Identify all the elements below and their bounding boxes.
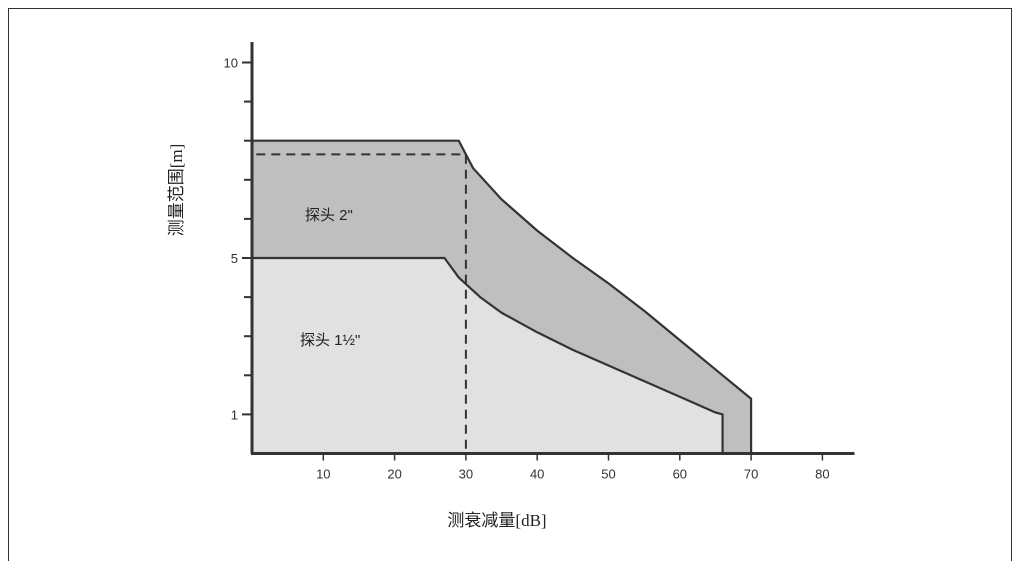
x-tick-label-60: 60 <box>673 467 687 482</box>
y-axis-title: 测量范围[m] <box>167 144 186 237</box>
x-tick-label-80: 80 <box>815 467 829 482</box>
x-tick-label-70: 70 <box>744 467 758 482</box>
y-tick-label-1: 1 <box>231 407 238 422</box>
series-label-2in: 探头 2" <box>305 207 353 224</box>
x-tick-label-50: 50 <box>601 467 615 482</box>
x-tick-label-30: 30 <box>459 467 473 482</box>
series-region-1-5in <box>252 258 723 454</box>
x-tick-label-40: 40 <box>530 467 544 482</box>
series-label-1-5in: 探头 1½" <box>300 332 360 349</box>
y-tick-label-10: 10 <box>224 56 238 71</box>
series-outline-1-5in <box>252 256 724 454</box>
y-tick-label-5: 5 <box>231 251 238 266</box>
x-tick-label-20: 20 <box>387 467 401 482</box>
chart-frame <box>8 8 1012 561</box>
series-outline-2in <box>252 139 753 454</box>
x-axis-title: 测衰减量[dB] <box>447 511 546 530</box>
x-tick-label-10: 10 <box>316 467 330 482</box>
reference-dashed-line <box>256 153 467 454</box>
